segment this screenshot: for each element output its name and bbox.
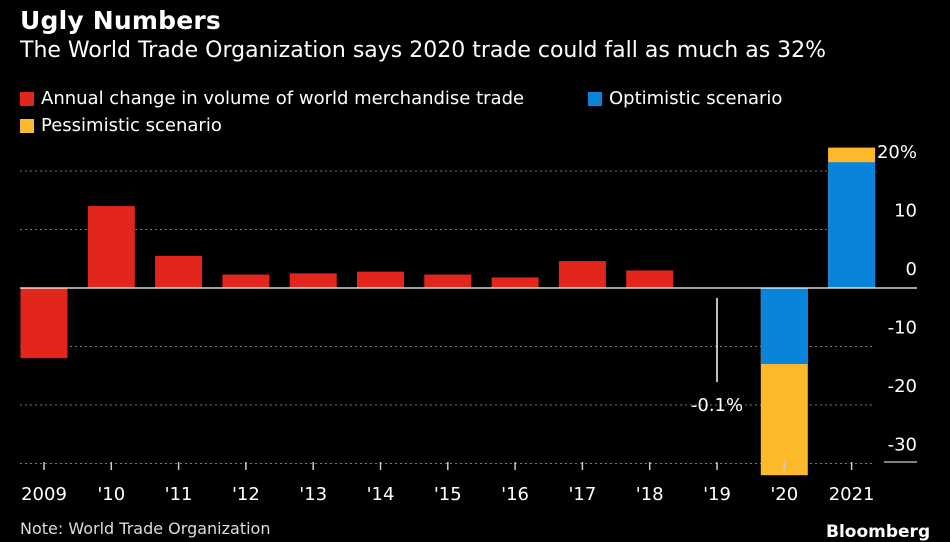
- y-tick-label: 10: [894, 201, 917, 222]
- x-tick-label: '11: [165, 484, 193, 505]
- legend-swatch-pessimistic: [20, 118, 34, 133]
- legend-swatch-optimistic: [588, 91, 602, 106]
- y-tick-label: -10: [888, 318, 917, 339]
- x-tick-label: '16: [501, 484, 529, 505]
- y-tick-label: -20: [888, 376, 917, 397]
- bar-annual: [357, 271, 404, 288]
- chart-subtitle: The World Trade Organization says 2020 t…: [20, 38, 827, 63]
- x-tick-label: '14: [367, 484, 395, 505]
- legend-label-pessimistic: Pessimistic scenario: [41, 115, 222, 136]
- bar-annual: [289, 273, 337, 288]
- bar-optimistic: [760, 288, 808, 365]
- y-tick-label: -30: [888, 435, 917, 456]
- x-tick-label: 2009: [21, 484, 67, 505]
- x-tick-label: '15: [434, 484, 462, 505]
- brand-logo: Bloomberg: [826, 522, 931, 542]
- x-tick-label: '18: [636, 484, 664, 505]
- y-tick-label: 0: [906, 259, 917, 280]
- legend-swatch-annual: [20, 91, 34, 106]
- legend-item-pessimistic: Pessimistic scenario: [20, 115, 222, 136]
- bar-annual: [626, 270, 674, 288]
- x-tick-label: 2021: [829, 484, 875, 505]
- x-tick-label: '13: [299, 484, 327, 505]
- bar-annual: [87, 206, 135, 288]
- bar-annual: [558, 261, 606, 288]
- y-tick-label: 20%: [877, 142, 917, 163]
- chart-title: Ugly Numbers: [20, 6, 221, 35]
- bar-annual: [20, 288, 68, 359]
- annotation-label: -0.1%: [691, 395, 743, 416]
- x-tick-label: '12: [232, 484, 260, 505]
- legend-item-annual: Annual change in volume of world merchan…: [20, 88, 524, 109]
- x-tick-label: '17: [568, 484, 596, 505]
- x-tick-label: '19: [703, 484, 731, 505]
- x-tick-label: '20: [770, 484, 798, 505]
- legend-label-optimistic: Optimistic scenario: [609, 88, 783, 109]
- legend-label-annual: Annual change in volume of world merchan…: [41, 88, 525, 109]
- bar-optimistic: [828, 162, 876, 288]
- bar-annual: [491, 277, 539, 288]
- bar-annual: [424, 274, 472, 288]
- bar-annual: [155, 255, 203, 288]
- legend-item-optimistic: Optimistic scenario: [588, 88, 782, 109]
- bar-annual: [222, 274, 270, 288]
- source-note: Note: World Trade Organization: [20, 519, 271, 538]
- x-tick-label: '10: [97, 484, 125, 505]
